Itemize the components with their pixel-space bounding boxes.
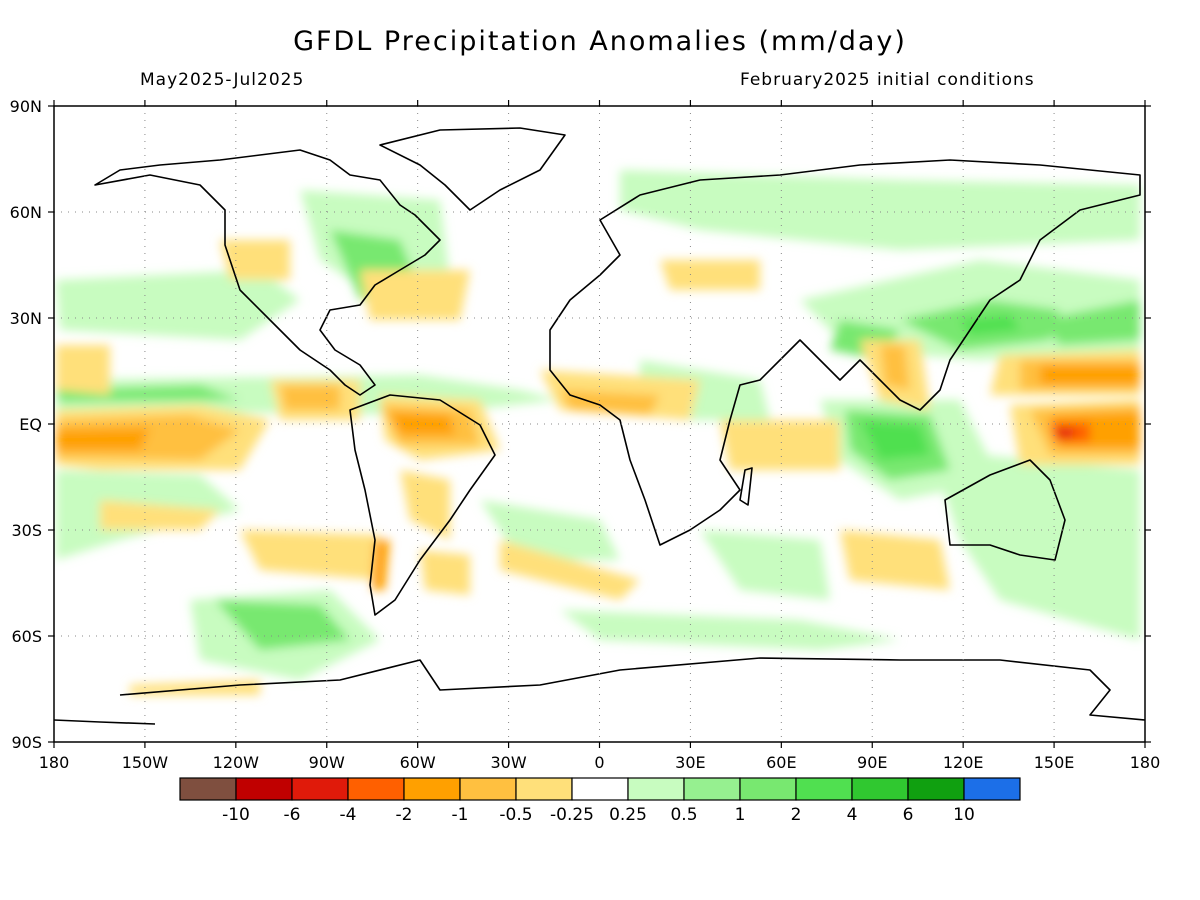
lon-label: 150W [122,753,169,772]
madagascar-outline [739,467,753,506]
south-america-outline [349,394,496,616]
forecast-period: May2025-Jul2025 [140,70,305,90]
colorbar-label: 4 [847,805,858,825]
colorbar-swatch [571,777,629,801]
colorbar-swatch [179,777,237,801]
colorbar-swatch [627,777,685,801]
colorbar-label: -0.25 [550,805,594,825]
australia-outline [944,459,1066,561]
lon-label: 120E [943,753,984,772]
axis-ticks [48,100,1151,748]
lon-label: 30W [490,753,526,772]
colorbar-label: -10 [222,805,250,825]
lon-label: 180 [39,753,70,772]
colorbar-label: 1 [735,805,746,825]
lat-label: 60N [10,203,42,222]
eurasia-africa-outline [549,159,1141,546]
colorbar-swatch [459,777,517,801]
lon-label: 90W [309,753,345,772]
lon-label: 30E [675,753,705,772]
colorbar-label: -1 [452,805,469,825]
colorbar-swatch [291,777,349,801]
lat-label: EQ [19,415,42,434]
colorbar-swatch [851,777,909,801]
colorbar-label: -6 [284,805,301,825]
latitude-labels: 90N 60N 30N EQ 30S 60S 90S [10,97,42,752]
colorbar: -10 -6 -4 -2 -1 -0.5 -0.25 0.25 0.5 1 2 4 6 10 [179,777,1021,825]
colorbar-swatch [235,777,293,801]
greenland-outline [379,127,566,211]
colorbar-label: -0.5 [499,805,532,825]
colorbar-swatch [515,777,573,801]
lat-label: 90S [11,733,42,752]
lon-label: 150E [1034,753,1075,772]
lat-label: 30N [10,309,42,328]
lon-label: 0 [594,753,604,772]
colorbar-swatch [907,777,965,801]
colorbar-swatch [403,777,461,801]
chart-title: GFDL Precipitation Anomalies (mm/day) [293,26,907,57]
longitude-labels: 180 150W 120W 90W 60W 30W 0 30E 60E 90E 120E 150E 18… [39,753,1161,772]
lon-label: 60W [400,753,436,772]
colorbar-label: 6 [903,805,914,825]
colorbar-swatch [795,777,853,801]
colorbar-label: 10 [953,805,975,825]
lon-label: 120W [213,753,260,772]
colorbar-swatch [963,777,1021,801]
lon-label: 180 [1130,753,1161,772]
colorbar-label: 2 [791,805,802,825]
north-america-outline [94,149,441,396]
lat-label: 90N [10,97,42,116]
colorbar-swatch [347,777,405,801]
colorbar-label: 0.5 [670,805,697,825]
colorbar-label: 0.25 [609,805,647,825]
lon-label: 60E [766,753,796,772]
grid-lines [54,106,1145,742]
colorbar-swatch [683,777,741,801]
antarctica-outline [119,657,1145,721]
colorbar-label: -2 [396,805,413,825]
coastlines [54,127,1145,725]
anomaly-shading [56,170,1140,695]
lat-label: 30S [11,521,42,540]
colorbar-swatch [739,777,797,801]
initial-conditions: February2025 initial conditions [740,70,1035,90]
colorbar-label: -4 [340,805,357,825]
lon-label: 90E [857,753,887,772]
lat-label: 60S [11,627,42,646]
